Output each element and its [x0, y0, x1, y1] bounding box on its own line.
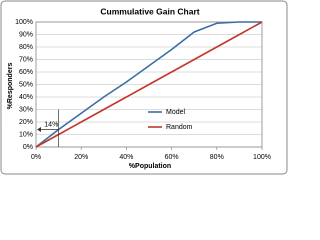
y-tick-label: 40%	[19, 94, 33, 101]
x-tick-label: 40%	[119, 154, 133, 161]
y-tick-label: 10%	[19, 131, 33, 138]
x-tick-label: 100%	[253, 154, 271, 161]
y-tick-label: 30%	[19, 106, 33, 113]
chart-title: Cummulative Gain Chart	[100, 6, 199, 16]
y-tick-label: 100%	[15, 19, 33, 26]
legend-label: Model	[166, 109, 186, 116]
annotation-arrowhead	[37, 127, 41, 132]
x-axis-label: %Population	[129, 163, 171, 170]
x-tick-label: 20%	[74, 154, 88, 161]
x-tick-label: 80%	[210, 154, 224, 161]
y-tick-label: 70%	[19, 56, 33, 63]
y-tick-label: 20%	[19, 119, 33, 126]
series-line	[35, 21, 262, 148]
y-tick-label: 80%	[19, 44, 33, 51]
y-tick-label: 0%	[23, 144, 33, 151]
x-tick-label: 60%	[165, 154, 179, 161]
y-tick-label: 50%	[19, 81, 33, 88]
series-line	[35, 21, 263, 148]
legend-label: Random	[166, 124, 193, 131]
plot-area	[35, 21, 263, 148]
x-tick-label: 0%	[31, 154, 41, 161]
chart: Cummulative Gain Chart %Population %Resp…	[0, 0, 288, 175]
y-tick-label: 90%	[19, 31, 33, 38]
y-tick-label: 60%	[19, 69, 33, 76]
y-axis-label: %Responders	[7, 63, 14, 110]
annotation-label: 14%	[44, 121, 58, 128]
